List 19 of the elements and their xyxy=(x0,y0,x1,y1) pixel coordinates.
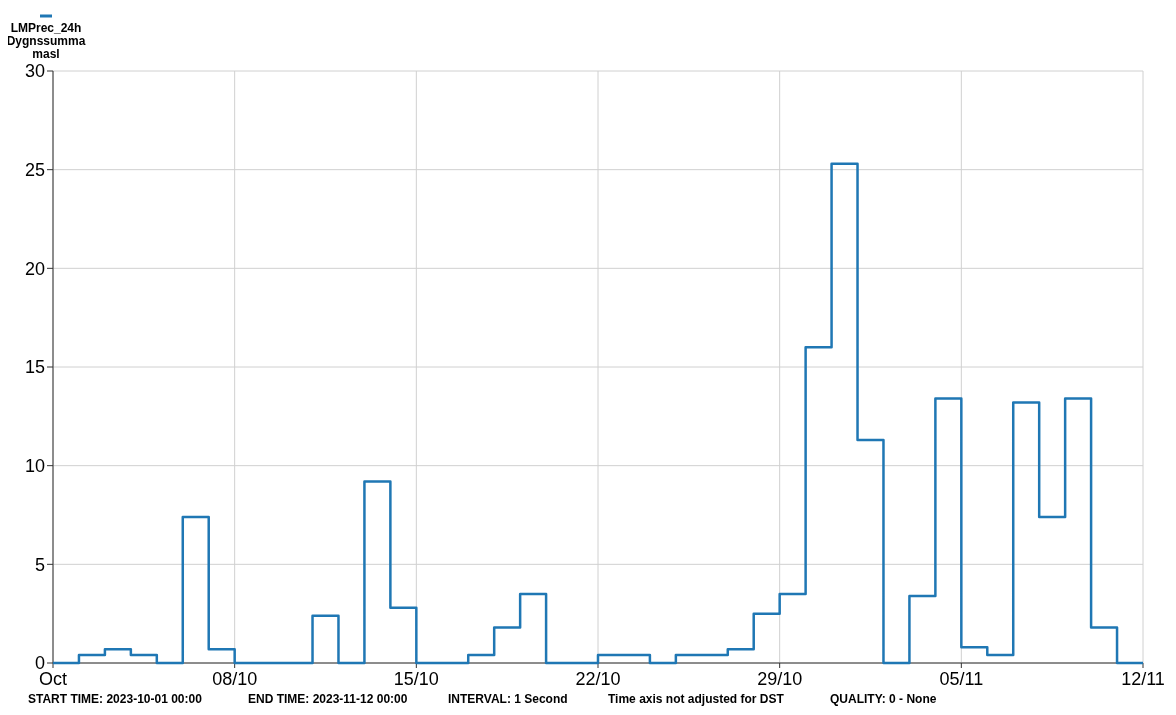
x-tick-label: 22/10 xyxy=(575,669,621,689)
x-tick-label: 29/10 xyxy=(757,669,803,689)
y-tick-label: 5 xyxy=(34,554,45,575)
text: INTERVAL: 1 Second xyxy=(448,692,568,706)
x-tick-label: Oct xyxy=(38,669,68,689)
text: QUALITY: 0 - None xyxy=(830,692,937,706)
legend-label: LMPrec_24h Dygnssumma masl xyxy=(6,21,86,61)
text: Time axis not adjusted for DST xyxy=(608,692,785,706)
x-tick-label: 12/11 xyxy=(1121,669,1165,689)
text: START TIME: 2023-10-01 00:00 xyxy=(28,692,203,706)
x-tick-label: 05/11 xyxy=(939,669,984,689)
x-tick-label: 15/10 xyxy=(393,669,439,689)
text: END TIME: 2023-11-12 00:00 xyxy=(248,692,408,706)
y-tick-label: 20 xyxy=(24,258,45,279)
x-tick-label: 08/10 xyxy=(212,669,258,689)
y-tick-label: 15 xyxy=(24,357,45,378)
y-tick-label: 25 xyxy=(24,159,45,180)
y-tick-label: 10 xyxy=(24,455,45,476)
y-tick-label: 30 xyxy=(24,61,45,82)
